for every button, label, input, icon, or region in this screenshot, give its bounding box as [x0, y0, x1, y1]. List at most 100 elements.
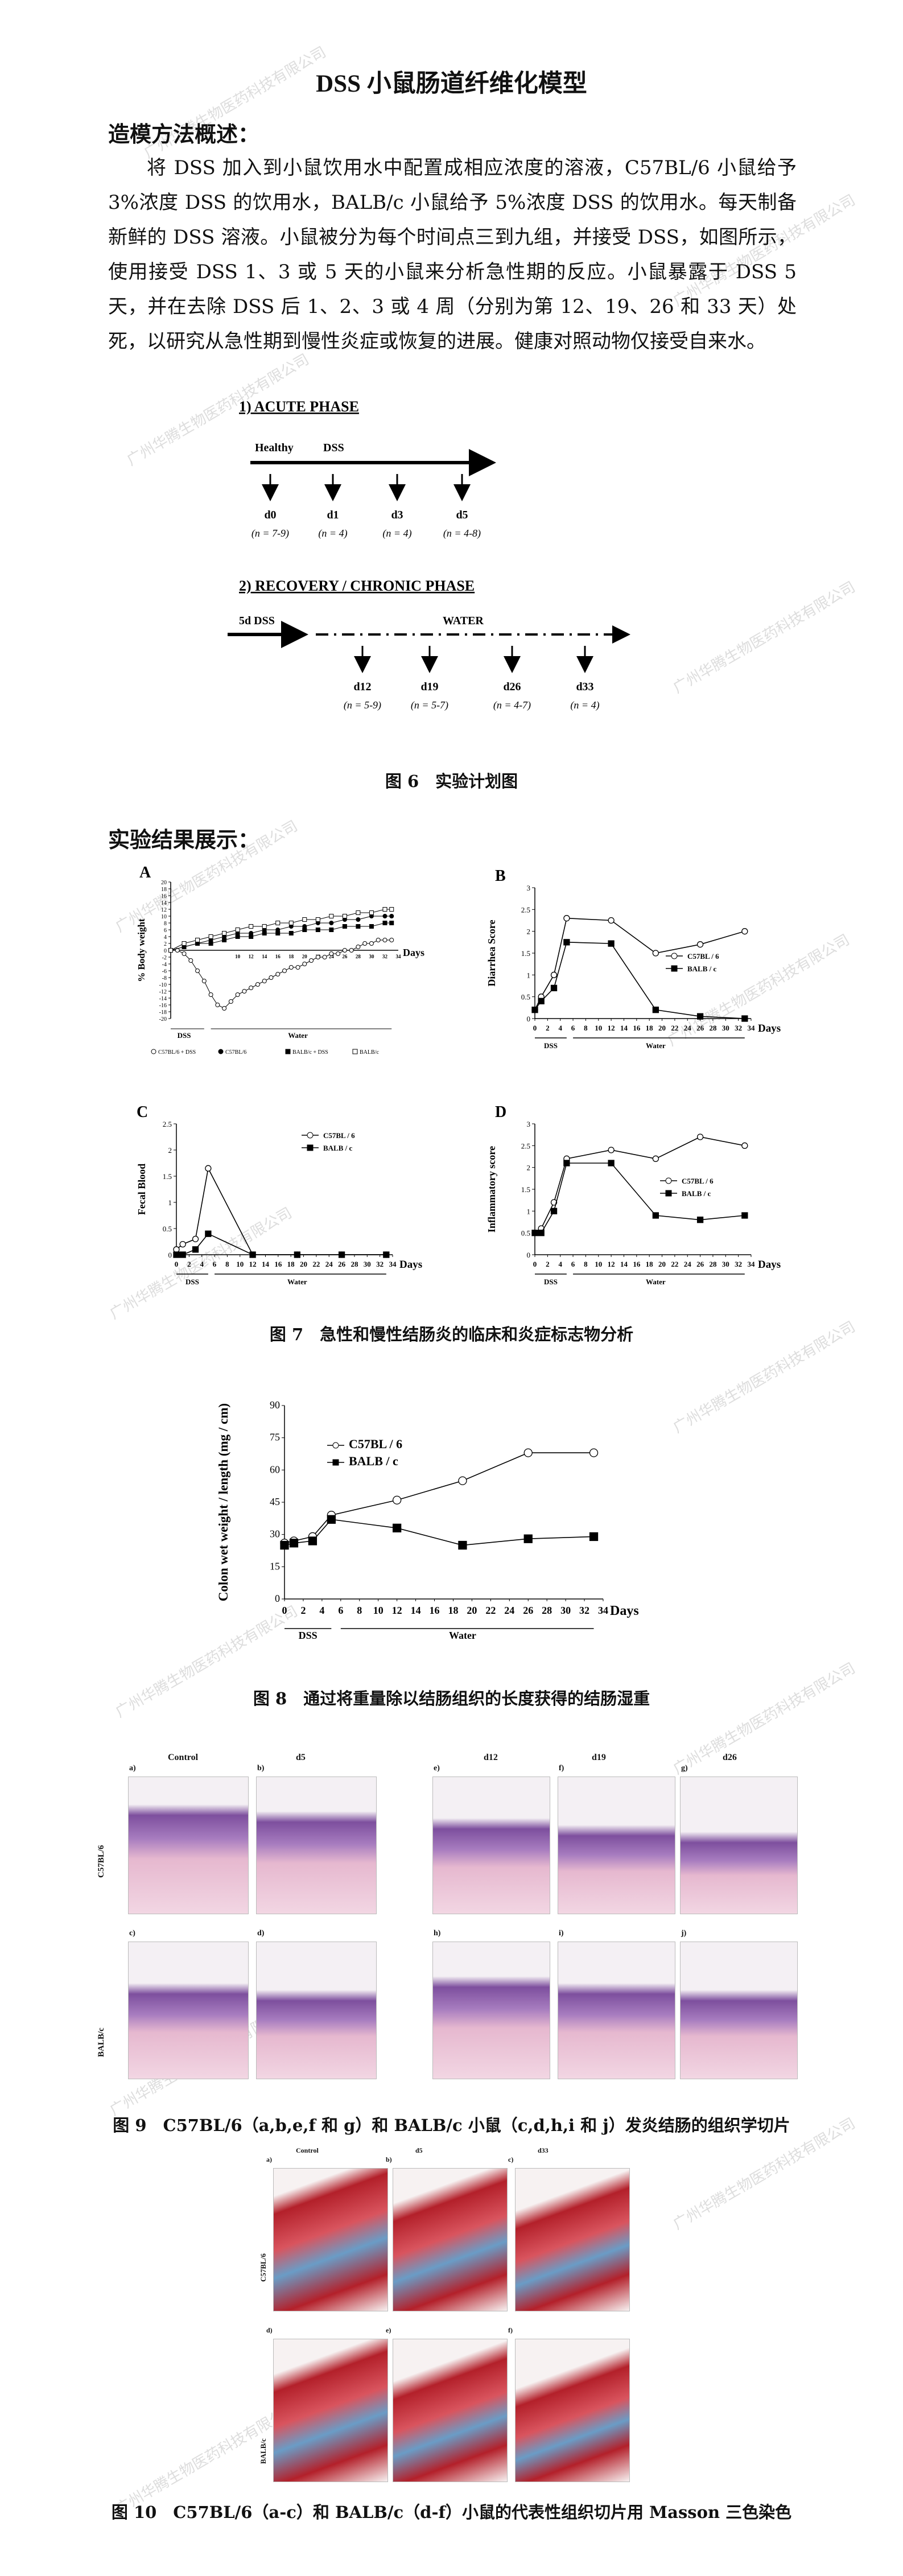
- data-point: [269, 975, 274, 980]
- panel-c-fecal-blood-chart: C00.511.522.50 2 4 6 8 10 12 14 16 18 20 22 24 26 28 30…: [136, 1103, 422, 1286]
- data-point: [295, 965, 300, 970]
- y-axis-label: Fecal Blood: [136, 1164, 147, 1215]
- data-point: [392, 1523, 402, 1532]
- data-point: [302, 962, 307, 966]
- y-tick-label: 1: [527, 1207, 531, 1215]
- dss-period-label: DSS: [544, 1041, 558, 1050]
- data-point: [696, 941, 704, 948]
- panel-d-inflammatory-chart: D00.511.522.530 2 4 6 8 10 12 14 16 18 20 22 24 26 28 3…: [486, 1103, 781, 1286]
- x-tick-label: 10: [235, 954, 241, 959]
- legend-label: BALB/c: [360, 1049, 379, 1056]
- data-point: [389, 921, 394, 925]
- data-point: [315, 917, 320, 922]
- data-point: [262, 931, 267, 935]
- series-line: [176, 1167, 386, 1255]
- data-point: [168, 948, 173, 953]
- column-label: Control: [168, 1753, 199, 1762]
- column-label: d12: [484, 1753, 498, 1762]
- histology-image: [393, 2168, 508, 2311]
- y-tick-label: 8: [164, 921, 167, 927]
- data-point: [302, 928, 307, 932]
- data-point: [458, 1540, 467, 1550]
- column-label: d19: [592, 1753, 606, 1762]
- x-tick-label: 10: [595, 1260, 602, 1268]
- histology-image: [273, 2168, 388, 2311]
- data-point: [531, 1007, 538, 1013]
- legend-marker: [332, 1459, 339, 1466]
- legend-marker: [671, 965, 678, 972]
- panel-letter: c): [508, 2155, 514, 2163]
- x-tick-label: 10: [595, 1024, 602, 1032]
- data-point: [242, 989, 247, 994]
- data-point: [173, 1246, 180, 1253]
- legend-label: BALB / c: [682, 1189, 711, 1198]
- data-point: [336, 951, 341, 956]
- x-tick-label: 18: [288, 954, 294, 959]
- x-axis-label: Days: [758, 1023, 781, 1034]
- x-tick-label: 24: [684, 1024, 692, 1032]
- x-tick-label: 6: [571, 1260, 575, 1268]
- legend-label: C57BL / 6: [682, 1177, 714, 1185]
- dss-period-label: DSS: [299, 1630, 318, 1641]
- panel-letter: g): [681, 1764, 688, 1773]
- y-axis-label: % Body weight: [136, 918, 147, 982]
- x-tick-label: 4: [558, 1260, 562, 1268]
- fig9-histology-grid: Controld5C57BL/6BALB/ca)b)c)d)d12d19d26C…: [0, 1741, 903, 2105]
- x-tick-label: 28: [351, 1260, 358, 1268]
- x-tick-label: 12: [608, 1024, 615, 1032]
- x-tick-label: 6: [213, 1260, 217, 1268]
- data-point: [383, 1251, 390, 1258]
- data-point: [329, 928, 334, 932]
- column-label: d5: [296, 1753, 306, 1762]
- panel-letter: B: [495, 867, 506, 885]
- histology-image: [256, 1777, 377, 1914]
- x-tick-label: 24: [684, 1260, 692, 1268]
- healthy-label: Healthy: [255, 442, 294, 454]
- data-point: [563, 1160, 570, 1167]
- timepoint-n: (n = 7-9): [251, 527, 289, 539]
- panel-letter: d): [257, 1929, 265, 1938]
- y-tick-label: 2: [164, 941, 167, 947]
- y-tick-label: -12: [159, 989, 167, 995]
- data-point: [523, 1534, 533, 1543]
- data-point: [275, 931, 281, 935]
- histology-image: [432, 1942, 550, 2079]
- x-axis-label: Days: [403, 947, 424, 958]
- timepoint-n: (n = 4-7): [493, 699, 531, 711]
- panel-letter: b): [257, 1764, 265, 1773]
- data-point: [195, 938, 200, 942]
- data-point: [652, 950, 659, 957]
- y-tick-label: -18: [159, 1009, 167, 1016]
- y-tick-label: 30: [270, 1528, 280, 1540]
- water-period-label: Water: [288, 1031, 308, 1040]
- data-point: [589, 1532, 599, 1542]
- data-point: [563, 939, 570, 946]
- data-point: [538, 998, 545, 1004]
- x-tick-label: 2: [546, 1024, 550, 1032]
- data-point: [550, 984, 558, 991]
- x-tick-label: 18: [287, 1260, 295, 1268]
- legend-label: BALB/c + DSS: [292, 1049, 328, 1056]
- data-point: [342, 914, 347, 918]
- panel-letter: a): [266, 2155, 272, 2163]
- x-tick-label: 22: [312, 1260, 320, 1268]
- data-point: [322, 955, 327, 959]
- y-tick-label: 1.5: [163, 1172, 172, 1181]
- y-tick-label: 0: [168, 1251, 172, 1259]
- data-point: [192, 1235, 199, 1243]
- x-tick-label: 24: [329, 954, 335, 959]
- data-point: [179, 1251, 186, 1258]
- data-point: [741, 1212, 748, 1219]
- y-axis-label: Inflammatory score: [486, 1146, 497, 1233]
- data-point: [288, 931, 294, 935]
- data-point: [282, 968, 287, 973]
- data-point: [538, 1230, 545, 1237]
- y-tick-label: 20: [161, 880, 167, 886]
- x-tick-label: 20: [302, 954, 308, 959]
- x-tick-label: 30: [722, 1024, 729, 1032]
- x-tick-label: 26: [696, 1260, 704, 1268]
- row-label: C57BL/6: [259, 2253, 267, 2282]
- series-line: [284, 1452, 594, 1544]
- data-point: [329, 951, 334, 956]
- legend-marker: [285, 1049, 291, 1054]
